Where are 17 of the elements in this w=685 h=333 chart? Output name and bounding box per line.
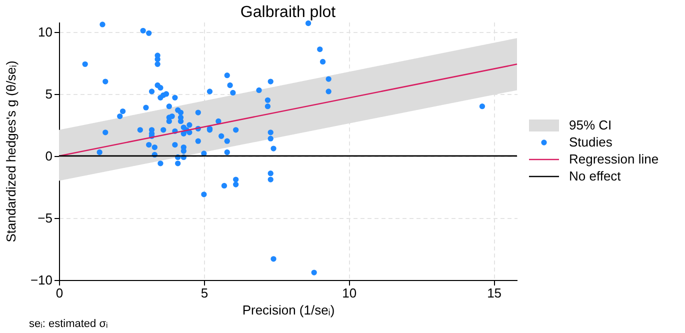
- x-axis-title: Precision (1/seᵢ): [242, 302, 335, 318]
- x-tick-label: 0: [56, 286, 64, 300]
- y-tick-label: 10: [38, 24, 52, 40]
- chart-title: Galbraith plot: [240, 4, 336, 21]
- y-tick-label: 0: [45, 148, 52, 164]
- y-tick-label: 5: [45, 86, 52, 102]
- text: 95% CI: [569, 118, 612, 132]
- x-tick-label: 5: [200, 286, 208, 300]
- y-axis-title: Standardized hedges's g (θ/seᵢ): [3, 60, 18, 242]
- legend-label: No effect: [569, 168, 622, 184]
- legend-label: Regression line: [569, 152, 659, 166]
- x-tick-label: 10: [342, 286, 357, 300]
- y-tick-label: −10: [30, 272, 52, 288]
- text: seᵢ: estimated σᵢ: [29, 318, 108, 330]
- y-tick-label: −5: [38, 210, 52, 226]
- legend-label: Studies: [569, 134, 613, 150]
- x-tick-label: 15: [487, 286, 502, 300]
